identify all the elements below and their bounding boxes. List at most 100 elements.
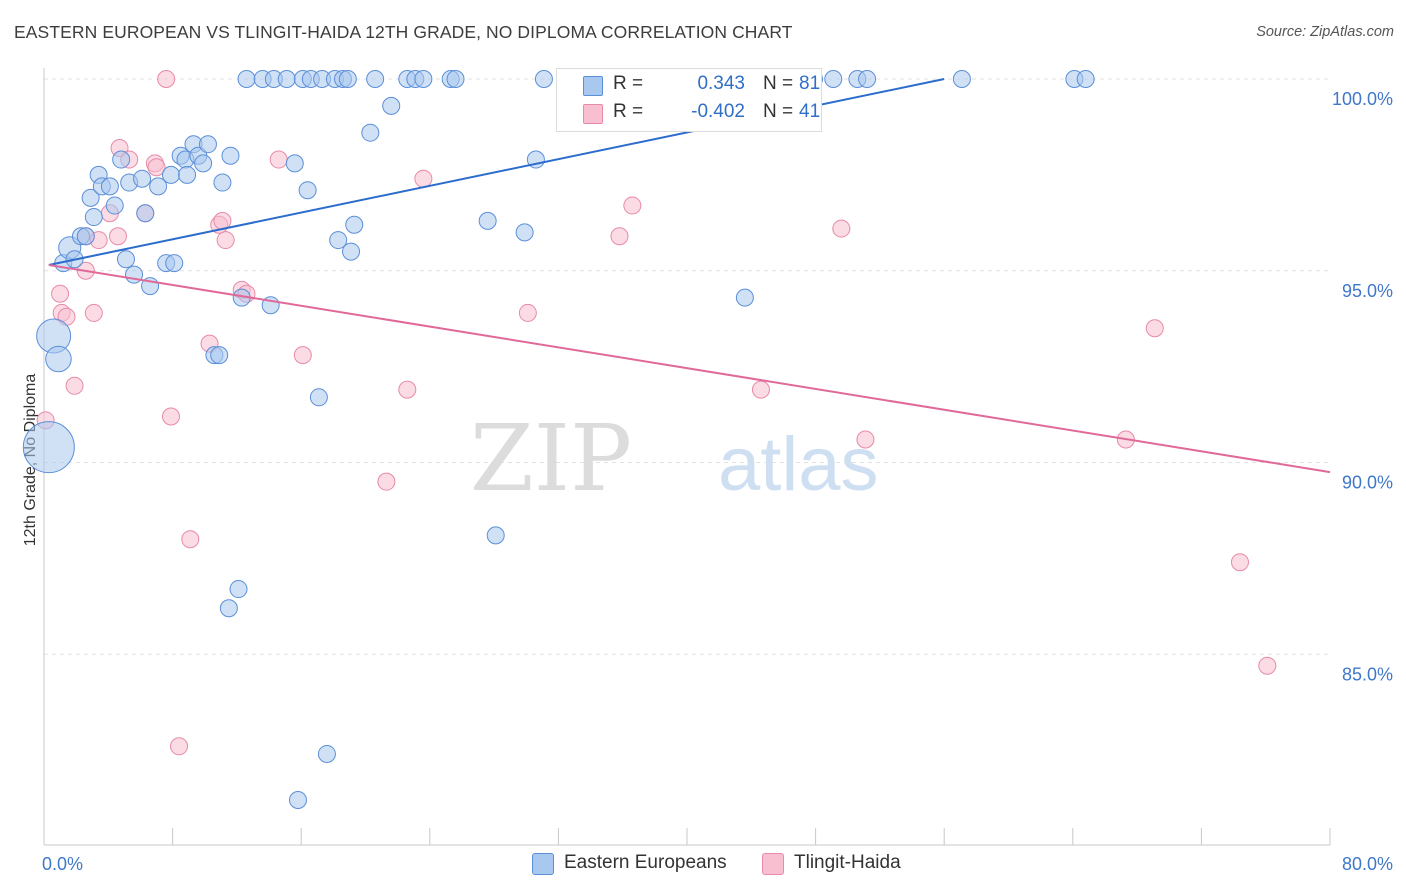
- eastern-european-point: [112, 150, 131, 169]
- eastern-european-point: [329, 231, 348, 250]
- eastern-european-point: [534, 70, 553, 88]
- tlingit-haida-point: [377, 472, 396, 491]
- tlingit-haida-point: [170, 737, 189, 756]
- source-credit: Source: ZipAtlas.com: [1256, 24, 1394, 40]
- trend-lines: [48, 78, 1331, 474]
- tlingit-haida-point: [856, 430, 875, 449]
- legend-swatch-blue: [583, 76, 603, 96]
- eastern-european-point: [345, 215, 364, 234]
- tlingit-haida-point: [269, 150, 288, 169]
- zipatlas-watermark: ZIP atlas: [470, 405, 879, 512]
- eastern-european-point: [165, 254, 184, 273]
- eastern-european-point: [277, 70, 296, 88]
- tlingit-haida-point: [181, 530, 200, 549]
- legend-swatch-pink: [583, 104, 603, 124]
- correlation-legend: R = 0.343 N = 81 R = -0.402 N = 41: [556, 68, 822, 132]
- tlingit-haida-points: [36, 70, 1277, 756]
- tlingit-haida-point: [216, 231, 235, 250]
- eastern-european-point: [414, 70, 433, 88]
- eastern-european-points: [22, 70, 1095, 809]
- r-label: R =: [613, 101, 644, 122]
- eastern-european-point: [366, 70, 385, 88]
- tlingit-haida-point: [751, 380, 770, 399]
- y-tick-label: 85.0%: [1342, 664, 1393, 684]
- eastern-european-point: [76, 227, 95, 246]
- eastern-european-point: [361, 123, 380, 142]
- eastern-european-point: [338, 70, 357, 88]
- eastern-european-point: [116, 250, 135, 269]
- r-value: 0.343: [697, 73, 745, 94]
- tlingit-haida-point: [398, 380, 417, 399]
- eastern-european-point: [22, 421, 75, 474]
- n-label: N =: [763, 101, 794, 122]
- eastern-european-point: [133, 169, 152, 188]
- eastern-european-point: [309, 388, 328, 407]
- eastern-european-point: [486, 526, 505, 545]
- eastern-european-point: [221, 146, 240, 165]
- y-tick-label: 90.0%: [1342, 473, 1393, 493]
- eastern-european-point: [149, 177, 168, 196]
- series-legend: Eastern Europeans Tlingit-Haida: [0, 852, 1406, 878]
- eastern-european-point: [213, 173, 232, 192]
- tlingit-haida-point: [832, 219, 851, 238]
- legend-label: Eastern Europeans: [564, 852, 727, 873]
- watermark-zip: ZIP: [470, 405, 632, 512]
- eastern-european-point: [136, 204, 155, 223]
- r-label: R =: [613, 73, 644, 94]
- tlingit-haida-point: [65, 376, 84, 395]
- eastern-european-point: [105, 196, 124, 215]
- n-value: 81: [799, 73, 821, 94]
- tlingit-haida-point: [161, 407, 180, 426]
- tlingit-haida-point: [518, 303, 537, 322]
- eastern-european-point: [735, 288, 754, 307]
- eastern-european-point: [317, 744, 336, 763]
- watermark-atlas: atlas: [718, 422, 879, 507]
- eastern-european-point: [194, 154, 213, 173]
- eastern-european-point: [100, 177, 119, 196]
- tlingit-haida-point: [147, 158, 166, 177]
- eastern-european-point: [285, 154, 304, 173]
- eastern-european-point: [219, 599, 238, 618]
- x-tick-label-min: 0.0%: [42, 854, 83, 874]
- tlingit-haida-point: [84, 303, 103, 322]
- y-tick-label: 95.0%: [1342, 281, 1393, 301]
- tlingit-haida-trend-line: [48, 264, 1331, 474]
- eastern-european-point: [81, 188, 100, 207]
- eastern-european-point: [952, 70, 971, 88]
- eastern-european-point: [824, 70, 843, 88]
- eastern-european-point: [446, 70, 465, 88]
- eastern-european-point: [858, 70, 877, 88]
- eastern-european-point: [237, 70, 256, 88]
- tlingit-haida-point: [108, 227, 127, 246]
- eastern-european-point: [382, 96, 401, 115]
- tlingit-haida-point: [157, 70, 176, 88]
- eastern-european-point: [229, 580, 248, 599]
- tlingit-haida-point: [610, 227, 629, 246]
- chart-title: EASTERN EUROPEAN VS TLINGIT-HAIDA 12TH G…: [14, 22, 793, 42]
- tlingit-haida-point: [1230, 553, 1249, 572]
- n-value: 41: [799, 101, 821, 122]
- eastern-european-point: [298, 181, 317, 200]
- tlingit-haida-point: [414, 169, 433, 188]
- legend-swatch-pink: [762, 853, 784, 875]
- tlingit-haida-point: [51, 284, 70, 303]
- eastern-european-point: [161, 165, 180, 184]
- eastern-european-point: [45, 345, 72, 373]
- legend-label: Tlingit-Haida: [794, 852, 901, 873]
- y-tick-label: 100.0%: [1332, 89, 1393, 109]
- tlingit-haida-point: [1145, 319, 1164, 338]
- eastern-european-point: [210, 346, 229, 365]
- eastern-european-point: [198, 135, 217, 154]
- eastern-european-point: [515, 223, 534, 242]
- eastern-european-point: [288, 790, 307, 809]
- axes: [43, 68, 1331, 846]
- eastern-european-point: [84, 208, 103, 227]
- eastern-european-point: [1076, 70, 1095, 88]
- eastern-european-point: [342, 242, 361, 261]
- x-tick-label-max: 80.0%: [1342, 854, 1393, 874]
- n-label: N =: [763, 73, 794, 94]
- eastern-european-point: [478, 211, 497, 230]
- legend-swatch-blue: [532, 853, 554, 875]
- eastern-european-point: [178, 165, 197, 184]
